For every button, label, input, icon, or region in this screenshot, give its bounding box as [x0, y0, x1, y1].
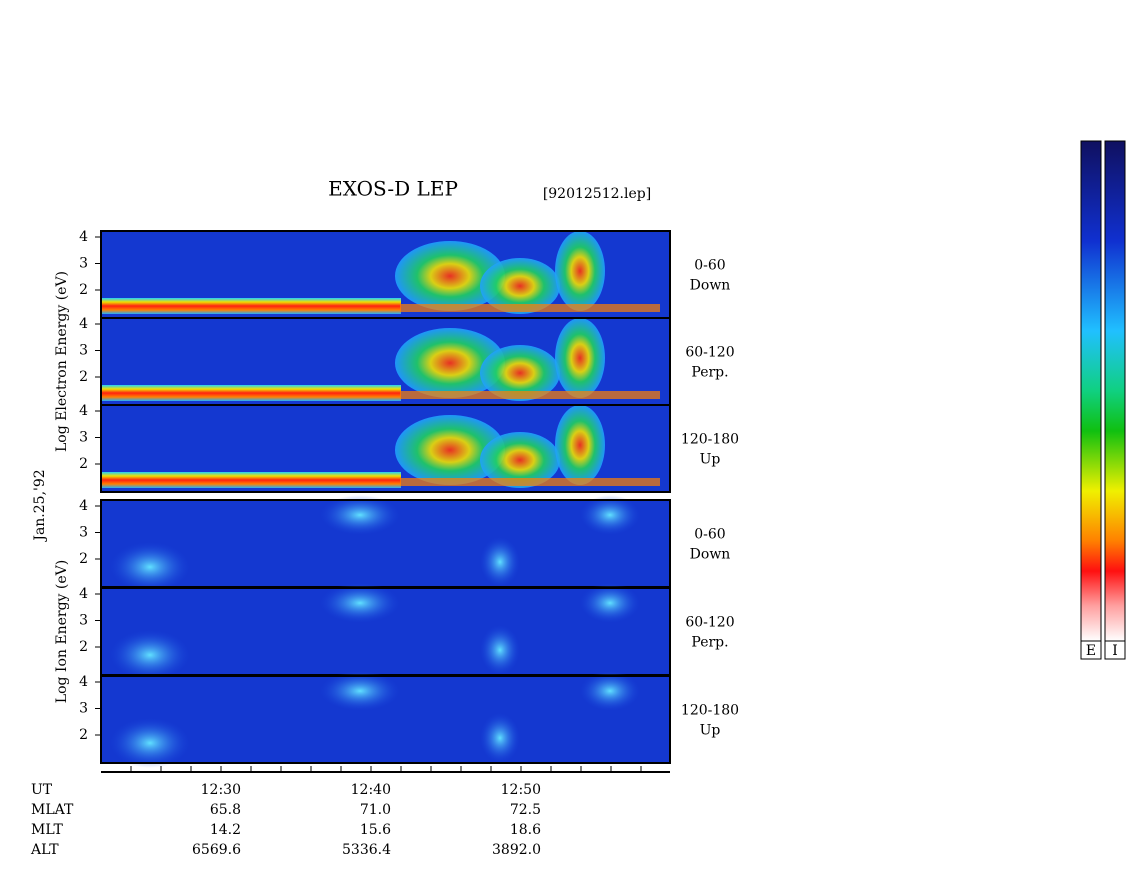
spectrogram-feature [480, 625, 520, 675]
spectrogram-band [400, 391, 660, 399]
tick-label: 4 [79, 674, 88, 690]
row-label: UT [31, 782, 53, 798]
spectrogram-feature [580, 583, 640, 623]
angle-label: 0-60 [694, 258, 725, 274]
spectrogram-feature [320, 671, 400, 711]
spectrogram-band [101, 472, 401, 488]
angle-label: 120-180 [681, 703, 739, 719]
panel-frame [100, 675, 671, 764]
direction-label: Perp. [691, 635, 728, 651]
tick-label: 3 [79, 701, 88, 717]
spectrogram-band [400, 478, 660, 486]
spectrogram-band [101, 385, 401, 401]
row-value: 12:30 [201, 782, 241, 798]
tick-label: 3 [79, 613, 88, 629]
row-value: 18.6 [510, 822, 541, 838]
spectrogram-feature [480, 345, 560, 401]
tick-label: 4 [79, 403, 88, 419]
tick-label: 3 [79, 256, 88, 272]
spectrogram-feature [555, 231, 605, 311]
row-label: ALT [30, 842, 59, 858]
spectrogram-feature [110, 542, 190, 592]
tick-label: 4 [79, 316, 88, 332]
tick-label: 2 [79, 369, 88, 385]
row-value: 71.0 [360, 802, 391, 818]
angle-label: 60-120 [685, 615, 734, 631]
tick-label: 4 [79, 498, 88, 514]
angle-label: 0-60 [694, 527, 725, 543]
row-value: 12:40 [351, 782, 391, 798]
axis-label: Log Ion Energy (eV) [54, 560, 70, 703]
panel-frame [100, 404, 671, 493]
direction-label: Down [690, 547, 731, 563]
spectrogram-feature [395, 241, 505, 311]
colorbar-label: I [1112, 643, 1118, 659]
tick-label: 2 [79, 639, 88, 655]
row-label: MLAT [31, 802, 74, 818]
spectrogram-band [400, 304, 660, 312]
spectrogram-feature [480, 258, 560, 314]
spectrogram-feature [555, 405, 605, 485]
colorbar-label-box [1104, 640, 1126, 660]
tick-label: 3 [79, 525, 88, 541]
row-value: 14.2 [210, 822, 241, 838]
row-value: 15.6 [360, 822, 391, 838]
file-name: [92012512.lep] [543, 186, 651, 202]
spectrogram-feature [480, 537, 520, 587]
tick-label: 3 [79, 430, 88, 446]
panels: Log Electron Energy (eV) 4 3 2 0-60 Down 4 3 2 60… [54, 229, 739, 768]
spectrogram-feature [480, 432, 560, 488]
spectrogram-feature [110, 630, 190, 680]
tick-label: 2 [79, 456, 88, 472]
direction-label: Up [700, 723, 721, 739]
spectrogram-feature [580, 671, 640, 711]
spectrogram-feature [555, 318, 605, 398]
spectrogram-band [101, 298, 401, 314]
colorbar [1080, 140, 1102, 642]
colorbar-label-box [1080, 640, 1102, 660]
row-label: MLT [31, 822, 63, 838]
title: EXOS-D LEP [328, 177, 458, 201]
spectrogram-feature [320, 583, 400, 623]
row-value: 5336.4 [342, 842, 391, 858]
tick-label: 4 [79, 586, 88, 602]
row-value: 12:50 [501, 782, 541, 798]
angle-label: 60-120 [685, 345, 734, 361]
angle-label: 120-180 [681, 432, 739, 448]
row-value: 6569.6 [192, 842, 241, 858]
tick-label: 3 [79, 343, 88, 359]
direction-label: Down [690, 278, 731, 294]
colorbar-label: E [1086, 643, 1096, 659]
time-table: UT 12:30 12:40 12:50 MLAT 65.8 71.0 72.5 MLT 14.2… [30, 766, 642, 858]
axis-label: Log Electron Energy (eV) [54, 271, 70, 452]
tick-label: 4 [79, 229, 88, 245]
row-value: 3892.0 [492, 842, 541, 858]
row-value: 72.5 [510, 802, 541, 818]
spectrogram-feature [395, 415, 505, 485]
spectrogram-feature [110, 718, 190, 768]
tick-label: 2 [79, 282, 88, 298]
direction-label: Perp. [691, 365, 728, 381]
row-value: 65.8 [210, 802, 241, 818]
spectrogram-feature [395, 328, 505, 398]
tick-label: 2 [79, 727, 88, 743]
date: Jan.25,'92 [32, 469, 48, 542]
spectrogram-feature [320, 495, 400, 535]
colorbar [1104, 140, 1126, 642]
direction-label: Up [700, 452, 721, 468]
spectrogram-feature [480, 713, 520, 763]
spectrogram-feature [580, 495, 640, 535]
tick-label: 2 [79, 551, 88, 567]
